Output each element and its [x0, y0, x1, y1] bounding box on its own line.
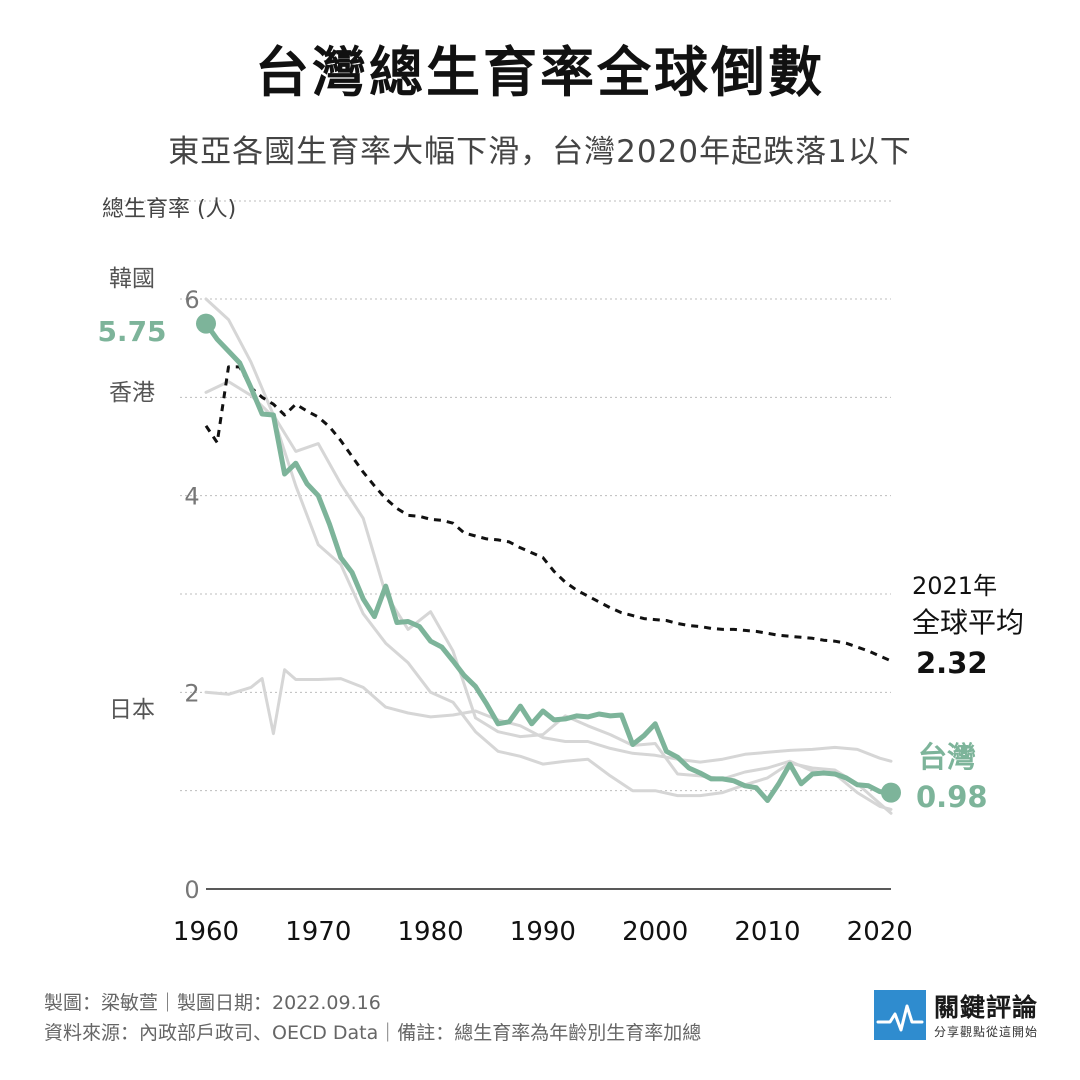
taiwan-line-group [196, 313, 901, 803]
y-tick-label: 6 [184, 286, 199, 314]
series-line [204, 297, 893, 811]
world-line-group [204, 365, 892, 663]
axis-group: 0 2 4 6 1960 1970 1980 1990 2000 2010 2020 [173, 286, 913, 947]
logo-slogan: 分享觀點從這開始 [934, 1025, 1039, 1039]
gridlines [104, 200, 891, 792]
y-tick-label: 0 [184, 876, 199, 904]
publisher-logo: 關鍵評論 分享觀點從這開始 [874, 990, 1050, 1042]
logo-name: 關鍵評論 [934, 993, 1039, 1022]
x-tick-label: 1990 [510, 917, 576, 947]
korea-label: 韓國 [109, 266, 155, 292]
footer: 製圖：梁敏萱｜製圖日期：2022.09.16 資料來源：內政部戶政司、OECD … [44, 988, 701, 1048]
y-tick-label: 2 [184, 679, 199, 707]
comparison-lines [204, 297, 893, 815]
world-average-line [204, 365, 892, 663]
hongkong-label: 香港 [109, 380, 155, 406]
x-tick-label: 2020 [847, 917, 913, 947]
world-average-year-label: 2021年 [912, 572, 997, 600]
world-average-value-label: 2.32 [916, 646, 988, 680]
page-subtitle: 東亞各國生育率大幅下滑，台灣2020年起跌落1以下 [168, 134, 912, 170]
series-line [204, 380, 893, 815]
page-title: 台灣總生育率全球倒數 [255, 41, 825, 104]
taiwan-line [203, 321, 894, 803]
x-tick-label: 2000 [622, 917, 688, 947]
x-tick-label: 1960 [173, 917, 239, 947]
pulse-line-icon [874, 990, 926, 1040]
taiwan-label: 台灣 [918, 740, 976, 774]
series-line [204, 668, 893, 764]
source-line: 資料來源：內政部戶政司、OECD Data｜備註：總生育率為年齡別生育率加總 [44, 1022, 702, 1044]
y-tick-label: 4 [184, 483, 199, 511]
japan-label: 日本 [109, 697, 155, 723]
korea-value-label: 5.75 [97, 315, 166, 348]
world-average-label: 全球平均 [912, 606, 1024, 639]
y-axis-label: 總生育率 (人) [102, 197, 236, 222]
x-tick-label: 1980 [398, 917, 464, 947]
taiwan-value-label: 0.98 [916, 780, 988, 814]
x-tick-label: 2010 [734, 917, 800, 947]
x-tick-label: 1970 [285, 917, 351, 947]
credit-line: 製圖：梁敏萱｜製圖日期：2022.09.16 [44, 992, 381, 1014]
end-point-marker [881, 782, 901, 803]
start-point-marker [196, 313, 216, 334]
